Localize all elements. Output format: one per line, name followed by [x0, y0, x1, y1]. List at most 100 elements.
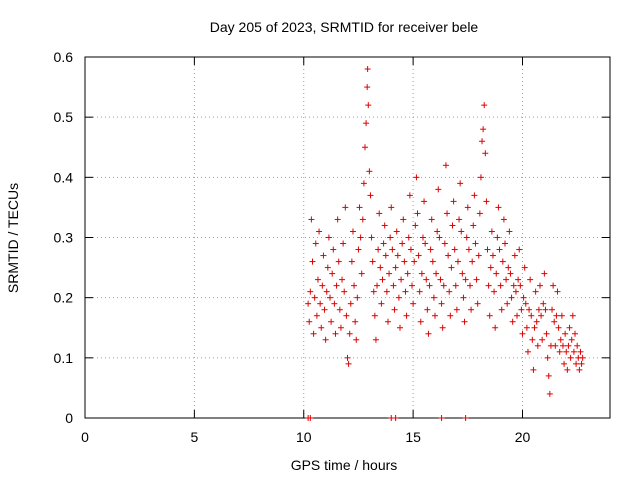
data-point [331, 301, 337, 307]
data-point [571, 349, 577, 355]
data-point [425, 331, 431, 337]
data-point [395, 253, 401, 259]
data-point [399, 241, 405, 247]
data-point [485, 247, 491, 253]
data-point [308, 216, 314, 222]
data-point [398, 277, 404, 283]
data-point [539, 337, 545, 343]
data-point [500, 259, 506, 265]
data-point [407, 192, 413, 198]
y-tick-label: 0.1 [54, 350, 74, 366]
data-point [370, 259, 376, 265]
data-point [524, 325, 530, 331]
data-point [362, 144, 368, 150]
data-point [521, 295, 527, 301]
data-point [375, 247, 381, 253]
data-point [417, 289, 423, 295]
data-point [498, 283, 504, 289]
data-point [564, 367, 570, 373]
data-point [558, 337, 564, 343]
data-point [374, 283, 380, 289]
data-point [433, 271, 439, 277]
data-point [436, 235, 442, 241]
data-point [572, 331, 578, 337]
data-point [437, 277, 443, 283]
data-point [486, 283, 492, 289]
data-point [330, 247, 336, 253]
data-point [380, 277, 386, 283]
data-point [561, 361, 567, 367]
data-point [569, 337, 575, 343]
data-point [378, 301, 384, 307]
data-point [408, 247, 414, 253]
data-point [468, 307, 474, 313]
data-point [465, 204, 471, 210]
data-point [509, 295, 515, 301]
data-point [441, 283, 447, 289]
x-tick-label: 5 [190, 429, 198, 445]
data-point [520, 331, 526, 337]
data-point [481, 102, 487, 108]
data-point [367, 192, 373, 198]
data-point [580, 355, 586, 361]
data-point [459, 271, 465, 277]
data-point [462, 319, 468, 325]
data-point [553, 313, 559, 319]
data-point [419, 271, 425, 277]
data-point [305, 301, 311, 307]
data-point [347, 331, 353, 337]
data-point [341, 289, 347, 295]
y-tick-label: 0.5 [54, 109, 74, 125]
data-point [361, 180, 367, 186]
data-point [311, 331, 317, 337]
chart-container: Day 205 of 2023, SRMTID for receiver bel… [0, 0, 640, 480]
x-axis-title: GPS time / hours [291, 457, 398, 473]
data-point [444, 210, 450, 216]
data-point [428, 247, 434, 253]
data-point [349, 259, 355, 265]
data-point [363, 120, 369, 126]
data-point [557, 349, 563, 355]
data-point [418, 319, 424, 325]
data-point [450, 222, 456, 228]
data-point [397, 325, 403, 331]
data-point [323, 337, 329, 343]
data-point [317, 301, 323, 307]
data-point [385, 319, 391, 325]
data-point [454, 307, 460, 313]
data-point [439, 301, 445, 307]
data-point [316, 228, 322, 234]
data-point [381, 241, 387, 247]
chart-title: Day 205 of 2023, SRMTID for receiver bel… [210, 19, 479, 35]
data-point [314, 313, 320, 319]
data-point [567, 325, 573, 331]
data-point [517, 283, 523, 289]
chart-svg: Day 205 of 2023, SRMTID for receiver bel… [0, 0, 640, 480]
data-point [467, 283, 473, 289]
data-point [489, 228, 495, 234]
y-tick-label: 0.6 [54, 49, 74, 65]
data-point [384, 289, 390, 295]
data-point [528, 313, 534, 319]
data-point [545, 355, 551, 361]
data-point [495, 204, 501, 210]
data-point [488, 265, 494, 271]
data-point [562, 331, 568, 337]
data-point [506, 228, 512, 234]
data-point [354, 295, 360, 301]
data-point [424, 307, 430, 313]
data-point [328, 319, 334, 325]
data-point [552, 343, 558, 349]
data-point [493, 271, 499, 277]
data-point [550, 283, 556, 289]
data-point [544, 331, 550, 337]
data-point [474, 277, 480, 283]
y-tick-label: 0.3 [54, 230, 74, 246]
data-point [350, 228, 356, 234]
data-point [343, 313, 349, 319]
data-point [573, 361, 579, 367]
data-point [312, 295, 318, 301]
data-point [372, 313, 378, 319]
data-point [355, 247, 361, 253]
data-point [365, 66, 371, 72]
